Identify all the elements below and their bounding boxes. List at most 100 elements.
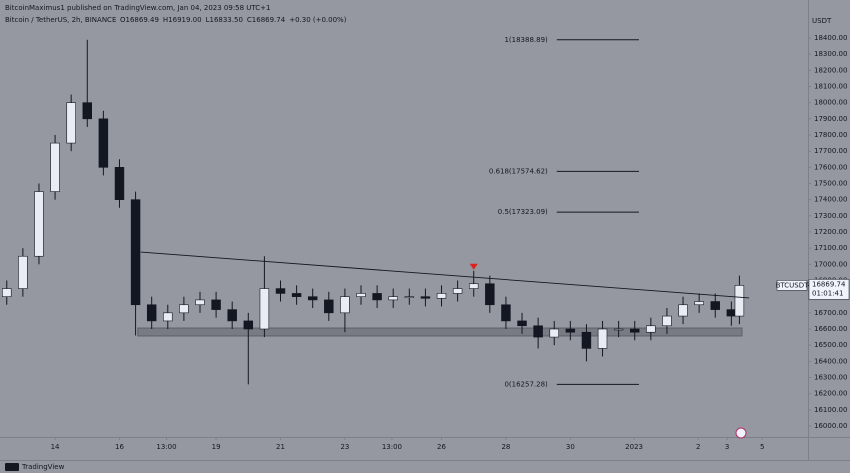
y-tick-label: 16500.00 bbox=[814, 341, 847, 349]
ohlc-value: H16919.00 bbox=[163, 16, 202, 24]
x-tick-label: 23 bbox=[340, 443, 349, 451]
candle-body bbox=[468, 283, 479, 289]
candle-body bbox=[259, 288, 270, 330]
price-label: 16869.74 bbox=[812, 280, 846, 288]
countdown-label: 01:01:41 bbox=[812, 289, 843, 297]
candle-body bbox=[452, 288, 463, 294]
y-tick-label: 18000.00 bbox=[814, 99, 847, 107]
candle-body bbox=[227, 309, 237, 322]
fib-label: 0.618(17574.62) bbox=[489, 167, 548, 175]
x-tick-label: 2023 bbox=[625, 443, 643, 451]
y-tick-label: 16300.00 bbox=[814, 374, 847, 382]
candle-body bbox=[694, 301, 704, 306]
candle-body bbox=[372, 293, 382, 301]
candle-body bbox=[18, 255, 28, 289]
y-tick-label: 17600.00 bbox=[814, 163, 847, 171]
candle-body bbox=[597, 328, 608, 349]
candle-body bbox=[82, 102, 93, 120]
x-tick-label: 26 bbox=[437, 443, 446, 451]
fib-label: 0.5(17323.09) bbox=[498, 208, 548, 216]
candle-body bbox=[726, 309, 737, 317]
brand-logo bbox=[5, 463, 19, 471]
candle-body bbox=[678, 304, 688, 317]
x-tick-label: 14 bbox=[51, 443, 60, 451]
symbol-label: BTCUSDT bbox=[776, 281, 810, 289]
candle-body bbox=[388, 296, 398, 301]
price-box bbox=[808, 279, 850, 300]
candle-body bbox=[291, 293, 302, 297]
y-tick-label: 17100.00 bbox=[814, 244, 847, 252]
x-tick-label: 19 bbox=[212, 443, 221, 451]
y-tick-label: 17000.00 bbox=[814, 260, 847, 268]
y-tick-label: 18400.00 bbox=[814, 34, 847, 42]
candle-body bbox=[66, 102, 76, 144]
candle-body bbox=[533, 325, 543, 338]
y-tick-label: 17500.00 bbox=[814, 179, 847, 187]
candle-body bbox=[436, 293, 447, 299]
brand: TradingView bbox=[21, 463, 65, 471]
trendline bbox=[140, 251, 750, 299]
candle-body bbox=[307, 296, 318, 301]
candle-body bbox=[146, 304, 157, 322]
y-tick-label: 16000.00 bbox=[814, 422, 847, 430]
plot: 1(18388.89) 0.618(17574.62) 0.5(17323.09) 0… bbox=[2, 36, 750, 388]
symbol: Bitcoin / TetherUS, 2h, BINANCE bbox=[5, 16, 116, 24]
x-tick-label: 3 bbox=[725, 443, 729, 451]
candle-body bbox=[130, 199, 141, 306]
y-tick-label: 17400.00 bbox=[814, 196, 847, 204]
candle-body bbox=[50, 142, 60, 192]
candle-body bbox=[485, 283, 495, 306]
candle-body bbox=[195, 299, 205, 306]
candle-body bbox=[211, 299, 221, 310]
candle-body bbox=[34, 191, 44, 257]
x-tick-label: 13:00 bbox=[382, 443, 402, 451]
x-tick-label: 2 bbox=[696, 443, 700, 451]
ohlc-value: O16869.49 bbox=[120, 16, 159, 24]
candle-body bbox=[565, 328, 576, 333]
signal-marker bbox=[469, 263, 478, 270]
y-tick-label: 18100.00 bbox=[814, 82, 847, 90]
y-tick-label: 17200.00 bbox=[814, 228, 847, 236]
y-tick-label: 17900.00 bbox=[814, 115, 847, 123]
candle-body bbox=[420, 296, 431, 299]
candle-body bbox=[340, 296, 350, 314]
x-tick-label: 16 bbox=[115, 443, 124, 451]
candle-body bbox=[517, 320, 527, 327]
support-zone bbox=[137, 327, 743, 337]
currency: USDT bbox=[812, 17, 832, 25]
candle-body bbox=[581, 331, 592, 349]
y-tick-label: 17800.00 bbox=[814, 131, 847, 139]
candle-body bbox=[114, 167, 125, 200]
candle-body bbox=[179, 304, 189, 314]
y-tick-label: 18200.00 bbox=[814, 66, 847, 74]
x-tick-label: 30 bbox=[566, 443, 575, 451]
y-tick-label: 18300.00 bbox=[814, 50, 847, 58]
candle-body bbox=[710, 301, 720, 310]
candle-body bbox=[2, 288, 12, 297]
symbol-box bbox=[776, 280, 808, 291]
candle-body bbox=[646, 325, 656, 333]
candle-body bbox=[243, 320, 254, 330]
y-tick-label: 16700.00 bbox=[814, 309, 847, 317]
candle-body bbox=[613, 328, 624, 331]
candle-body bbox=[630, 328, 640, 333]
y-tick-label: 17300.00 bbox=[814, 212, 847, 220]
candle-body bbox=[324, 299, 334, 314]
candle-body bbox=[275, 288, 286, 294]
candle-body bbox=[662, 315, 672, 327]
event-icon[interactable] bbox=[735, 427, 747, 439]
candle-body bbox=[163, 312, 173, 322]
publisher: BitcoinMaximus1 published on TradingView… bbox=[5, 4, 271, 12]
candle-body bbox=[356, 293, 366, 297]
candle-body bbox=[404, 296, 415, 298]
x-tick-label: 13:00 bbox=[156, 443, 176, 451]
y-tick-label: 17700.00 bbox=[814, 147, 847, 155]
y-tick-label: 16600.00 bbox=[814, 325, 847, 333]
y-tick-label: 16400.00 bbox=[814, 357, 847, 365]
ohlc-value: L16833.50 bbox=[206, 16, 243, 24]
x-tick-label: 21 bbox=[276, 443, 285, 451]
y-tick-label: 16200.00 bbox=[814, 390, 847, 398]
